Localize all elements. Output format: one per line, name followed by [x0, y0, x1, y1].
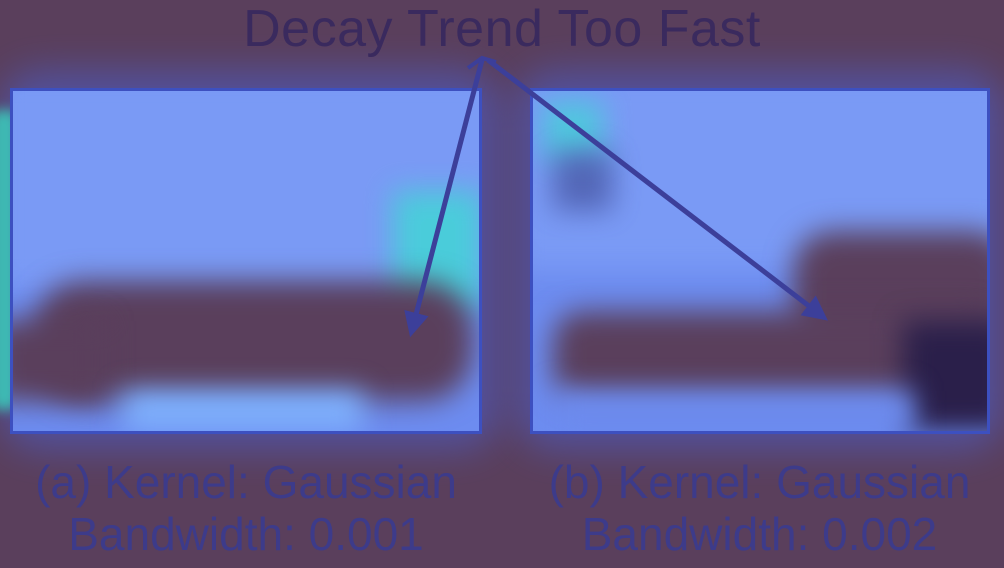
caption-panel-a: (a) Kernel: Gaussian Bandwidth: 0.001: [0, 456, 492, 560]
arrow-to-panel-a: [404, 59, 485, 338]
caption-kernel: (a) Kernel: Gaussian: [35, 456, 457, 508]
heat-region: [903, 321, 987, 431]
heat-region: [33, 281, 473, 401]
caption-bandwidth: Bandwidth: 0.001: [68, 508, 424, 560]
heatmap-panel-a: [10, 88, 482, 434]
caption-kernel: (b) Kernel: Gaussian: [548, 456, 971, 508]
heatmap-panel-b: [530, 88, 990, 434]
heat-region: [553, 151, 613, 211]
caption-bandwidth: Bandwidth: 0.002: [581, 508, 938, 560]
caption-panel-b: (b) Kernel: Gaussian Bandwidth: 0.002: [515, 456, 1004, 560]
heat-region: [13, 321, 103, 401]
heat-region: [123, 391, 363, 431]
heat-region: [553, 391, 913, 431]
arrow-to-panel-b: [486, 58, 828, 321]
annotation-title: Decay Trend Too Fast: [243, 0, 761, 58]
